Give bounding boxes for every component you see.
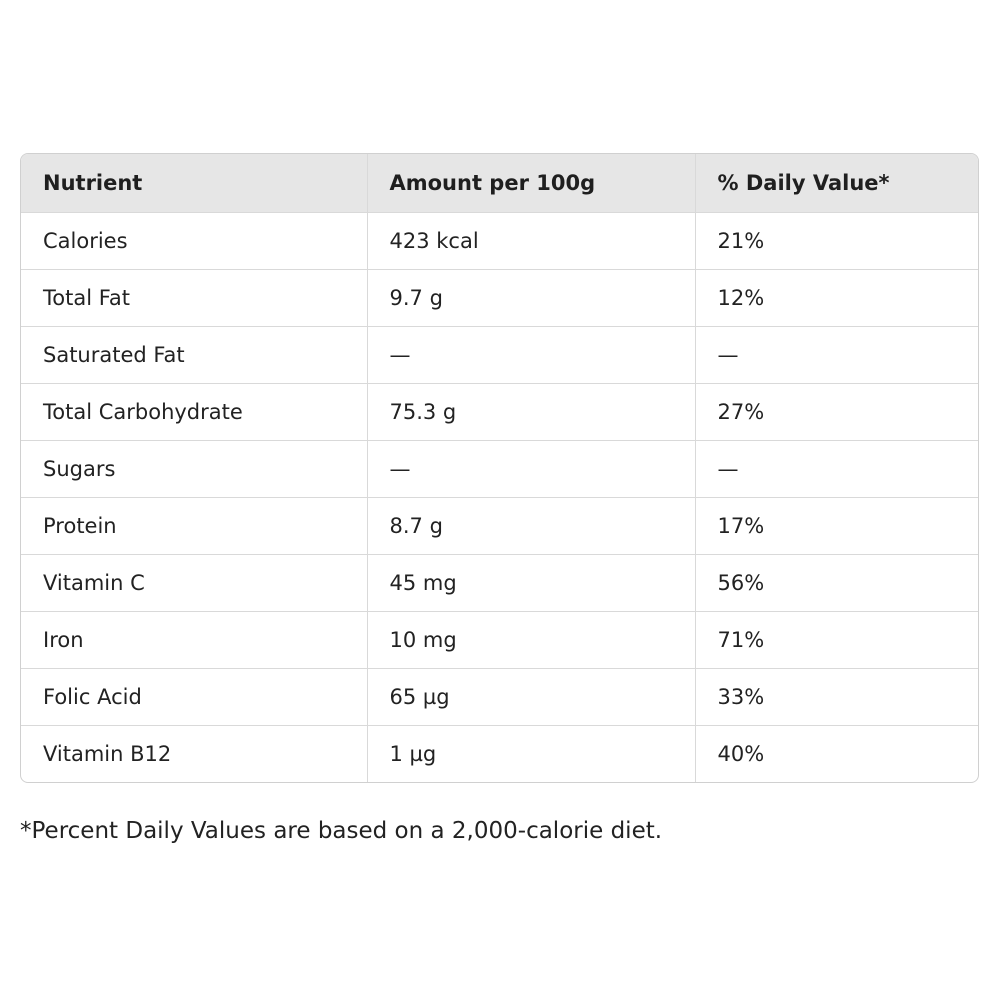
cell-nutrient: Saturated Fat xyxy=(21,326,368,384)
cell-amount: — xyxy=(367,326,696,384)
header-row: Nutrient Amount per 100g % Daily Value* xyxy=(21,154,978,213)
cell-amount: 9.7 g xyxy=(367,269,696,327)
cell-nutrient: Total Carbohydrate xyxy=(21,383,368,441)
cell-amount: 45 mg xyxy=(367,554,696,612)
cell-amount: — xyxy=(367,440,696,498)
nutrition-table: Nutrient Amount per 100g % Daily Value* … xyxy=(21,154,978,782)
cell-amount: 1 µg xyxy=(367,725,696,782)
cell-daily-value: 40% xyxy=(717,741,765,766)
table-row: Total Fat 9.7 g 12% xyxy=(21,269,978,327)
cell-nutrient: Iron xyxy=(21,611,368,669)
cell-daily-value: — xyxy=(695,326,978,384)
table-row: Saturated Fat — — xyxy=(21,326,978,384)
cell-nutrient: Folic Acid xyxy=(21,668,368,726)
table-row: Vitamin B12 1 µg 40% xyxy=(21,725,978,782)
cell-nutrient: Protein xyxy=(21,497,368,555)
table-header: Nutrient Amount per 100g % Daily Value* xyxy=(21,154,978,213)
cell-nutrient: Sugars xyxy=(21,440,368,498)
nutrition-table-container: Nutrient Amount per 100g % Daily Value* … xyxy=(20,153,979,783)
cell-daily-value: 27% xyxy=(695,383,978,441)
header-nutrient: Nutrient xyxy=(21,154,368,213)
cell-amount: 65 µg xyxy=(367,668,696,726)
table-row: Calories 423 kcal 21% xyxy=(21,212,978,270)
cell-daily-value: 71% xyxy=(695,611,978,669)
table-row: Vitamin C 45 mg 56% xyxy=(21,554,978,612)
cell-nutrient: Vitamin C xyxy=(21,554,368,612)
cell-daily-value: 33% xyxy=(695,668,978,726)
table-row: Sugars — — xyxy=(21,440,978,498)
cell-daily-value: 12% xyxy=(695,269,978,327)
cell-nutrient: Total Fat xyxy=(21,269,368,327)
cell-daily-value: 56% xyxy=(695,554,978,612)
cell-daily-value: 17% xyxy=(695,497,978,555)
table-row: Iron 10 mg 71% xyxy=(21,611,978,669)
cell-amount: 423 kcal xyxy=(367,212,696,270)
table-body: Calories 423 kcal 21% Total Fat 9.7 g 12… xyxy=(21,212,978,782)
header-daily-value: % Daily Value* xyxy=(695,154,978,213)
cell-amount: 8.7 g xyxy=(367,497,696,555)
cell-nutrient: Vitamin B12 xyxy=(21,725,368,782)
cell-amount: 10 mg xyxy=(367,611,696,669)
cell-nutrient: Calories xyxy=(21,212,368,270)
cell-daily-value: — xyxy=(695,440,978,498)
cell-daily-value: 21% xyxy=(695,212,978,270)
header-amount: Amount per 100g xyxy=(367,154,696,213)
table-row: Folic Acid 65 µg 33% xyxy=(21,668,978,726)
table-row: Protein 8.7 g 17% xyxy=(21,497,978,555)
cell-amount: 75.3 g xyxy=(367,383,696,441)
table-row: Total Carbohydrate 75.3 g 27% xyxy=(21,383,978,441)
footnote: *Percent Daily Values are based on a 2,0… xyxy=(20,818,663,844)
